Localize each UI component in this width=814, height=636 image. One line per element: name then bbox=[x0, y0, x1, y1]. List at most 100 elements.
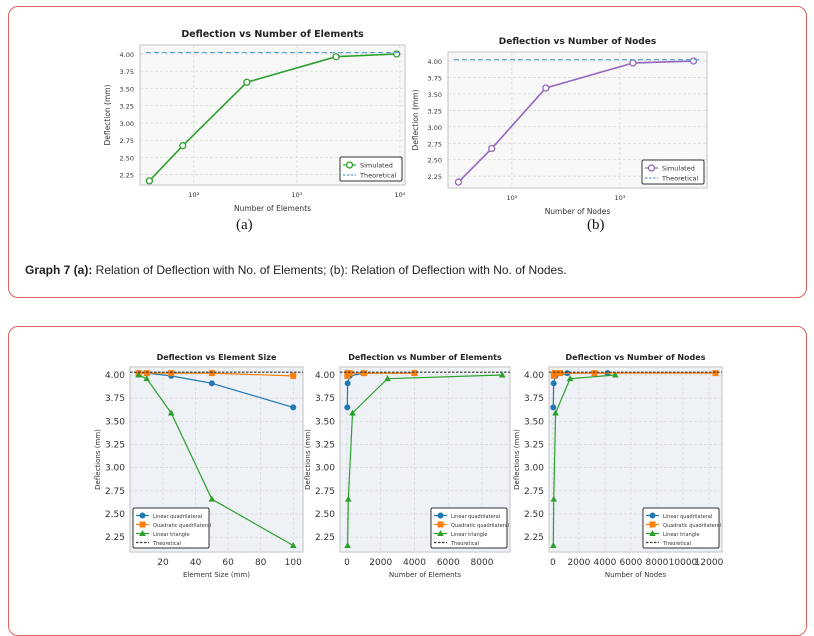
y-tick-label: 3.75 bbox=[428, 74, 442, 82]
x-tick-label: 0 bbox=[550, 558, 556, 568]
data-point bbox=[689, 57, 698, 65]
chart-title: Deflection vs Number of Elements bbox=[181, 29, 364, 40]
data-point bbox=[629, 59, 637, 67]
chart-1: 2.25 2.50 2.75 3.00 3.25 3.50 3.75 4.00 10² 10³ 10… bbox=[103, 29, 406, 213]
x-tick-label: 100 bbox=[285, 558, 302, 568]
data-point bbox=[550, 380, 557, 387]
chart-title: Deflection vs Number of Elements bbox=[348, 353, 502, 362]
x-tick-label: 80 bbox=[255, 558, 267, 568]
caption-text: Relation of Deflection with No. of Eleme… bbox=[92, 263, 567, 277]
caption-label: Graph 7 (a): bbox=[25, 263, 93, 277]
data-point bbox=[550, 542, 557, 549]
x-tick-label: 10⁴ bbox=[394, 191, 405, 199]
y-tick-label: 3.50 bbox=[105, 417, 125, 427]
y-tick-label: 2.25 bbox=[524, 533, 544, 543]
data-point bbox=[349, 409, 356, 416]
data-point bbox=[243, 78, 251, 86]
y-tick-label: 3.00 bbox=[120, 120, 134, 128]
data-point bbox=[552, 409, 559, 416]
x-tick-label: 4000 bbox=[403, 558, 426, 568]
legend-entry: Theoretical bbox=[662, 541, 691, 547]
data-point bbox=[179, 142, 187, 150]
chart-4: 2.25 2.50 2.75 3.00 3.25 3.50 3.75 4.00 0 2000 400… bbox=[304, 353, 511, 579]
x-tick-label: 2000 bbox=[369, 558, 392, 568]
data-point bbox=[712, 370, 719, 377]
x-tick-label: 10³ bbox=[614, 194, 625, 202]
data-point bbox=[143, 375, 151, 382]
y-tick-label: 3.00 bbox=[105, 464, 125, 474]
chart-title: Deflection vs Number of Nodes bbox=[499, 37, 656, 47]
x-axis-label: Number of Elements bbox=[234, 204, 311, 213]
x-tick-label: 4000 bbox=[593, 558, 616, 568]
y-tick-label: 3.00 bbox=[524, 464, 544, 474]
legend-entry: Linear quadrilateral bbox=[153, 514, 202, 520]
y-tick-label: 4.00 bbox=[120, 51, 134, 59]
data-point bbox=[145, 177, 154, 185]
legend-entry: Quadratic quadrilateral bbox=[153, 523, 211, 529]
legend bbox=[430, 507, 508, 549]
legend-entry: Quadratic quadrilateral bbox=[451, 523, 509, 529]
y-tick-label: 3.75 bbox=[315, 394, 335, 404]
y-tick-label: 2.50 bbox=[120, 154, 134, 162]
legend-entry: Linear quadrilateral bbox=[663, 514, 712, 520]
data-point bbox=[649, 512, 656, 519]
data-point bbox=[289, 542, 297, 549]
y-tick-label: 2.25 bbox=[428, 173, 442, 181]
legend-entry: Theoretical bbox=[359, 171, 397, 179]
y-tick-label: 3.75 bbox=[524, 394, 544, 404]
x-tick-label: 10000 bbox=[669, 558, 698, 568]
x-tick-label: 6000 bbox=[437, 558, 460, 568]
y-tick-label: 3.75 bbox=[105, 394, 125, 404]
y-tick-label: 4.00 bbox=[105, 371, 125, 381]
legend-entry: Linear triangle bbox=[663, 532, 699, 538]
y-tick-label: 3.25 bbox=[105, 440, 125, 450]
y-tick-label: 2.25 bbox=[105, 533, 125, 543]
data-point bbox=[332, 53, 340, 61]
x-tick-label: 10² bbox=[188, 191, 199, 199]
chart-2: 2.25 2.50 2.75 3.00 3.25 3.50 3.75 4.00 10² 10³ De… bbox=[411, 37, 708, 216]
data-point bbox=[345, 161, 354, 169]
data-point bbox=[437, 521, 444, 528]
data-point bbox=[143, 370, 150, 377]
y-tick-label: 3.00 bbox=[428, 124, 442, 132]
data-point bbox=[454, 178, 463, 186]
data-point bbox=[135, 371, 142, 378]
data-point bbox=[344, 380, 351, 387]
y-tick-label: 2.50 bbox=[428, 157, 442, 165]
y-axis-label: Deflection (mm) bbox=[103, 84, 112, 145]
x-tick-label: 6000 bbox=[619, 558, 642, 568]
y-tick-label: 3.00 bbox=[315, 464, 335, 474]
x-axis-label: Element Size (mm) bbox=[183, 571, 250, 579]
data-point bbox=[411, 370, 418, 377]
y-tick-label: 4.00 bbox=[315, 371, 335, 381]
data-point bbox=[344, 542, 351, 549]
subfigure-label-a: (a) bbox=[236, 217, 253, 233]
data-point bbox=[346, 370, 353, 377]
x-axis-label: Number of Elements bbox=[389, 571, 461, 579]
y-axis-label: Deflections (mm) bbox=[94, 429, 102, 490]
y-tick-label: 2.75 bbox=[120, 137, 134, 145]
y-tick-label: 4.00 bbox=[524, 371, 544, 381]
x-tick-label: 8000 bbox=[471, 558, 494, 568]
y-tick-label: 3.25 bbox=[524, 440, 544, 450]
legend bbox=[132, 507, 210, 549]
data-point bbox=[557, 370, 564, 377]
y-tick-label: 3.25 bbox=[120, 103, 134, 111]
legend bbox=[642, 507, 720, 549]
y-tick-label: 3.50 bbox=[524, 417, 544, 427]
figure-caption: Graph 7 (a): Relation of Deflection with… bbox=[25, 263, 567, 277]
y-tick-label: 4.00 bbox=[428, 58, 442, 66]
legend-entry: Linear quadrilateral bbox=[451, 514, 500, 520]
legend-entry: Linear triangle bbox=[451, 532, 487, 538]
x-tick-label: 8000 bbox=[646, 558, 669, 568]
data-point bbox=[551, 370, 558, 377]
data-point bbox=[168, 370, 175, 377]
x-tick-label: 12000 bbox=[695, 558, 724, 568]
x-tick-label: 0 bbox=[344, 558, 350, 568]
data-point bbox=[488, 144, 496, 153]
x-tick-label: 40 bbox=[190, 558, 202, 568]
data-point bbox=[649, 530, 656, 536]
y-tick-label: 2.75 bbox=[105, 487, 125, 497]
